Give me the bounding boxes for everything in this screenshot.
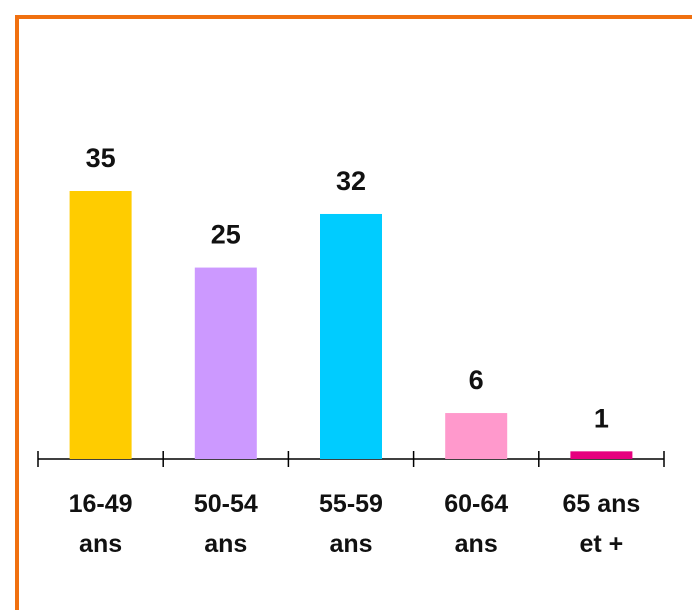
value-label: 6 <box>469 365 484 395</box>
x-tick-label: 55-59 ans <box>319 490 383 558</box>
x-tick-label-line: ans <box>79 530 122 558</box>
x-tick-label-line: 16-49 <box>69 490 133 518</box>
x-tick-label-line: 50-54 <box>194 490 258 518</box>
x-tick-label-line: ans <box>329 530 372 558</box>
x-tick-label-line: 60-64 <box>444 490 508 518</box>
bar <box>570 451 633 459</box>
x-tick-label: 60-64 ans <box>444 490 508 558</box>
value-label: 25 <box>211 220 241 250</box>
value-label: 32 <box>336 166 366 196</box>
x-tick-label-line: ans <box>204 530 247 558</box>
value-label: 1 <box>594 403 609 433</box>
bar <box>69 191 132 459</box>
x-tick-label: 16-49 ans <box>69 490 133 558</box>
bar <box>320 213 382 459</box>
bar <box>194 267 257 459</box>
bar <box>445 413 508 459</box>
x-tick-label: 65 ans et + <box>562 490 640 558</box>
x-tick-label-line: ans <box>455 530 498 558</box>
value-label: 35 <box>86 143 116 173</box>
x-tick-label-line: et + <box>580 530 624 558</box>
x-tick-label-line: 65 ans <box>562 490 640 518</box>
x-tick-label-line: 55-59 <box>319 490 383 518</box>
x-tick-label: 50-54 ans <box>194 490 258 558</box>
